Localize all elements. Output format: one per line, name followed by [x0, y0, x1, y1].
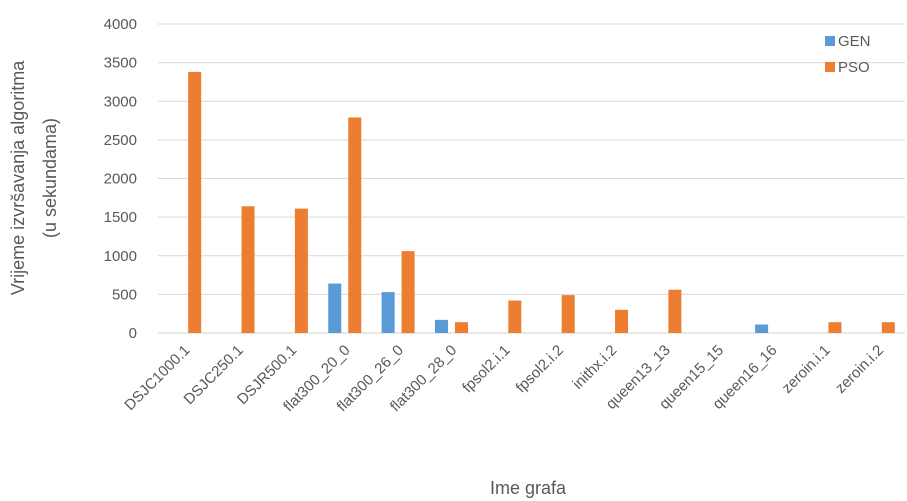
x-axis-title: Ime grafa — [490, 478, 567, 498]
y-tick-label: 3000 — [104, 93, 137, 110]
bar-pso — [508, 300, 522, 333]
legend: GEN PSO — [825, 33, 871, 76]
y-tick-label: 0 — [129, 325, 137, 342]
legend-label-gen: GEN — [838, 33, 871, 50]
bar-pso — [188, 71, 202, 334]
bar-pso — [401, 251, 415, 333]
y-axis-title-line: (u sekundama) — [40, 118, 60, 238]
y-axis-title: Vrijeme izvršavanja algoritma (u sekundam… — [8, 60, 60, 295]
x-tick-label: fpsol2.i.1 — [459, 342, 513, 396]
bar-pso — [615, 309, 629, 333]
y-tick-label: 1500 — [104, 209, 137, 226]
x-tick-label: zeroin.i.1 — [779, 342, 834, 397]
bar-pso — [561, 295, 575, 333]
x-tick-label: zeroin.i.2 — [832, 342, 887, 397]
y-tick-label: 4000 — [104, 16, 137, 33]
bar-gen — [381, 292, 395, 333]
y-tick-label: 3500 — [104, 55, 137, 72]
bar-pso — [454, 322, 468, 333]
legend-swatch-pso — [825, 62, 835, 72]
bar-pso — [881, 322, 895, 333]
bar-pso — [828, 322, 842, 333]
x-tick-label: fpsol2.i.2 — [513, 342, 567, 396]
y-axis-title-line: Vrijeme izvršavanja algoritma — [8, 60, 28, 295]
y-tick-label: 2000 — [104, 171, 137, 188]
bar-pso — [348, 117, 362, 333]
x-tick-label: DSJC1000.1 — [121, 342, 193, 414]
y-tick-label: 2500 — [104, 132, 137, 149]
y-tick-label: 500 — [112, 286, 137, 303]
x-axis-labels: DSJC1000.1DSJC250.1DSJR500.1flat300_20_0… — [121, 342, 887, 415]
bar-pso — [294, 208, 308, 333]
legend-label-pso: PSO — [838, 59, 870, 76]
gridlines — [158, 23, 905, 334]
bar-gen — [755, 324, 769, 333]
bar-pso — [668, 289, 682, 333]
bars — [188, 71, 895, 334]
bar-pso — [241, 206, 255, 333]
bar-gen — [328, 283, 342, 333]
y-axis-ticks: 0 500 1000 1500 2000 2500 3000 3500 4000 — [104, 16, 137, 342]
bar-gen — [434, 319, 448, 333]
x-tick-label: inithx.i.2 — [569, 342, 620, 393]
y-tick-label: 1000 — [104, 248, 137, 265]
legend-swatch-gen — [825, 36, 835, 46]
